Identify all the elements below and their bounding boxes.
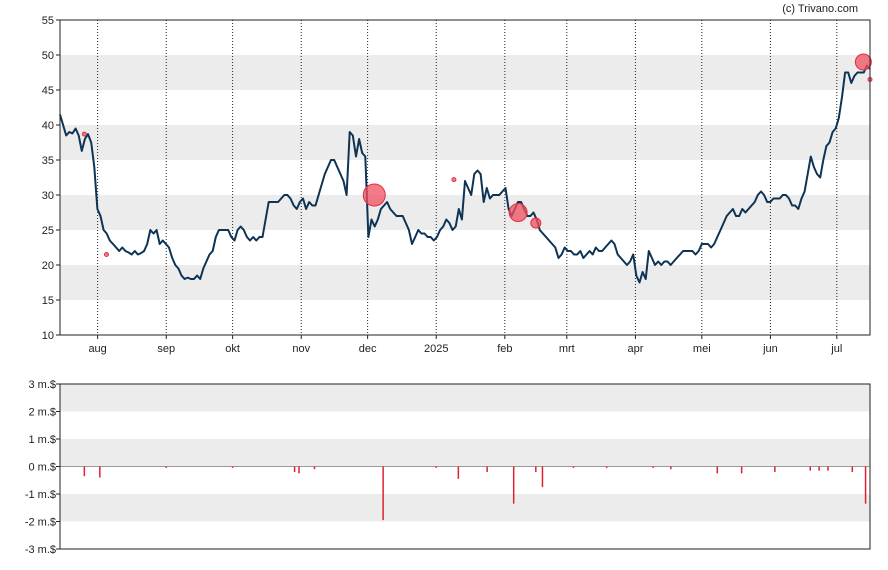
trade-marker [451, 177, 457, 183]
price-tick-label: 45 [42, 85, 54, 97]
x-axis: aug sep okt nov dec 2025 feb mrt apr mei jun jul [88, 335, 842, 355]
x-tick-label: mei [693, 343, 711, 355]
trade-marker [362, 183, 386, 207]
price-plot-frame [59, 19, 871, 336]
price-band [60, 265, 870, 300]
volume-tick-label: -2 m.$ [25, 517, 56, 529]
price-band [60, 125, 870, 160]
trade-marker [508, 203, 528, 222]
price-tick-label: 15 [42, 295, 54, 307]
price-band [60, 195, 870, 230]
price-band [60, 55, 870, 90]
price-tick-label: 50 [42, 50, 54, 62]
x-tick-label: aug [88, 343, 106, 355]
price-bands [60, 55, 870, 300]
volume-tick-label: 3 m.$ [28, 379, 56, 391]
x-tick-label: apr [627, 343, 643, 355]
price-series [59, 64, 871, 284]
price-tick-label: 10 [42, 330, 54, 342]
price-line [59, 64, 871, 284]
price-tick-label: 40 [42, 120, 54, 132]
plot-frames [59, 19, 871, 550]
volume-bars [83, 466, 867, 521]
x-tick-label: mrt [559, 343, 575, 355]
volume-plot-frame [59, 383, 871, 550]
price-tick-label: 55 [42, 15, 54, 27]
x-tick-label: nov [292, 343, 310, 355]
price-tick-label: 35 [42, 155, 54, 167]
price-tick-label: 20 [42, 260, 54, 272]
volume-tick-label: -1 m.$ [25, 489, 56, 501]
volume-tick-label: 2 m.$ [28, 407, 56, 419]
volume-band [60, 494, 870, 522]
volume-tick-label: 0 m.$ [28, 462, 56, 474]
trade-marker [81, 131, 87, 137]
volume-band [60, 439, 870, 467]
copyright-label: (c) Trivano.com [782, 3, 858, 15]
x-tick-label: dec [359, 343, 377, 355]
price-tick-label: 25 [42, 225, 54, 237]
volume-band [60, 384, 870, 412]
volume-bands [60, 384, 870, 522]
trade-markers [81, 53, 873, 257]
x-tick-label: jul [830, 343, 842, 355]
volume-y-axis: 3 m.$ 2 m.$ 1 m.$ 0 m.$ -1 m.$ -2 m.$ -3 m.$ [25, 379, 870, 556]
volume-tick-label: -3 m.$ [25, 544, 56, 556]
trade-marker [854, 53, 872, 71]
volume-tick-label: 1 m.$ [28, 434, 56, 446]
price-tick-label: 30 [42, 190, 54, 202]
x-tick-label: okt [225, 343, 240, 355]
price-y-axis: 55 50 45 40 35 30 25 20 15 10 [42, 15, 60, 342]
x-tick-label: 2025 [424, 343, 448, 355]
x-tick-label: sep [157, 343, 175, 355]
x-tick-label: jun [762, 343, 778, 355]
trade-marker [103, 252, 109, 257]
x-tick-label: feb [497, 343, 512, 355]
trade-marker [530, 217, 542, 229]
